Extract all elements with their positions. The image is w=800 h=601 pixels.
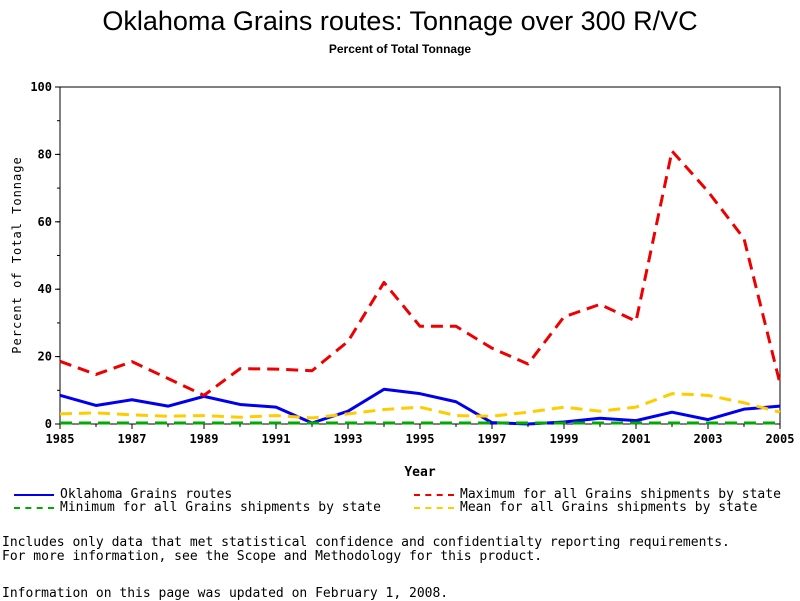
line-chart: 1985 1987 1989 1991 1993 1995 1997 1999 2001 2003… (10, 80, 794, 480)
x-tick-label: 1991 (262, 432, 291, 446)
footnote-confidence: Includes only data that met statistical … (2, 535, 730, 550)
legend-item-mean: Mean for all Grains shipments by state (414, 500, 757, 515)
footnote-updated: Information on this page was updated on … (2, 586, 449, 601)
x-tick-label: 1987 (118, 432, 147, 446)
legend-label: Mean for all Grains shipments by state (460, 500, 758, 515)
legend-item-oklahoma: Oklahoma Grains routes (14, 487, 232, 502)
y-tick-label: 40 (38, 282, 52, 296)
y-tick-label: 60 (38, 215, 52, 229)
legend-swatch-dashed-yellow (414, 506, 454, 509)
chart-title: Oklahoma Grains routes: Tonnage over 300… (102, 6, 698, 36)
y-tick-label: 20 (38, 350, 52, 364)
y-tick-label: 100 (30, 80, 52, 94)
x-tick-label: 1989 (190, 432, 219, 446)
legend-label: Minimum for all Grains shipments by stat… (60, 500, 381, 515)
series-layer (59, 149, 782, 426)
axis-layer: 1985 1987 1989 1991 1993 1995 1997 1999 2001 2003… (30, 80, 794, 446)
legend-label: Maximum for all Grains shipments by stat… (460, 487, 781, 502)
legend-swatch-dashed-green (14, 506, 54, 509)
chart-subtitle: Percent of Total Tonnage (328, 42, 472, 56)
x-tick-label: 2003 (694, 432, 723, 446)
legend-item-maximum: Maximum for all Grains shipments by stat… (414, 487, 781, 502)
legend-item-minimum: Minimum for all Grains shipments by stat… (14, 500, 381, 515)
legend-swatch-dashed-red (414, 493, 454, 496)
series-line-1 (59, 149, 782, 397)
x-tick-label: 1999 (550, 432, 579, 446)
x-tick-label: 2005 (766, 432, 795, 446)
x-tick-label: 1985 (46, 432, 75, 446)
y-axis-label: Percent of Total Tonnage (10, 156, 24, 353)
x-tick-label: 1993 (334, 432, 363, 446)
legend-swatch-solid-blue (14, 493, 54, 496)
legend-label: Oklahoma Grains routes (60, 487, 233, 502)
x-axis-label: Year (404, 465, 435, 480)
plot-frame (59, 86, 781, 425)
x-tick-label: 2001 (622, 432, 651, 446)
series-line-0 (59, 387, 781, 426)
x-tick-label: 1997 (478, 432, 507, 446)
series-line-3 (59, 392, 781, 420)
y-tick-label: 0 (45, 417, 52, 431)
x-tick-label: 1995 (406, 432, 435, 446)
y-tick-label: 80 (38, 147, 52, 161)
footnote-methodology: For more information, see the Scope and … (2, 549, 543, 564)
